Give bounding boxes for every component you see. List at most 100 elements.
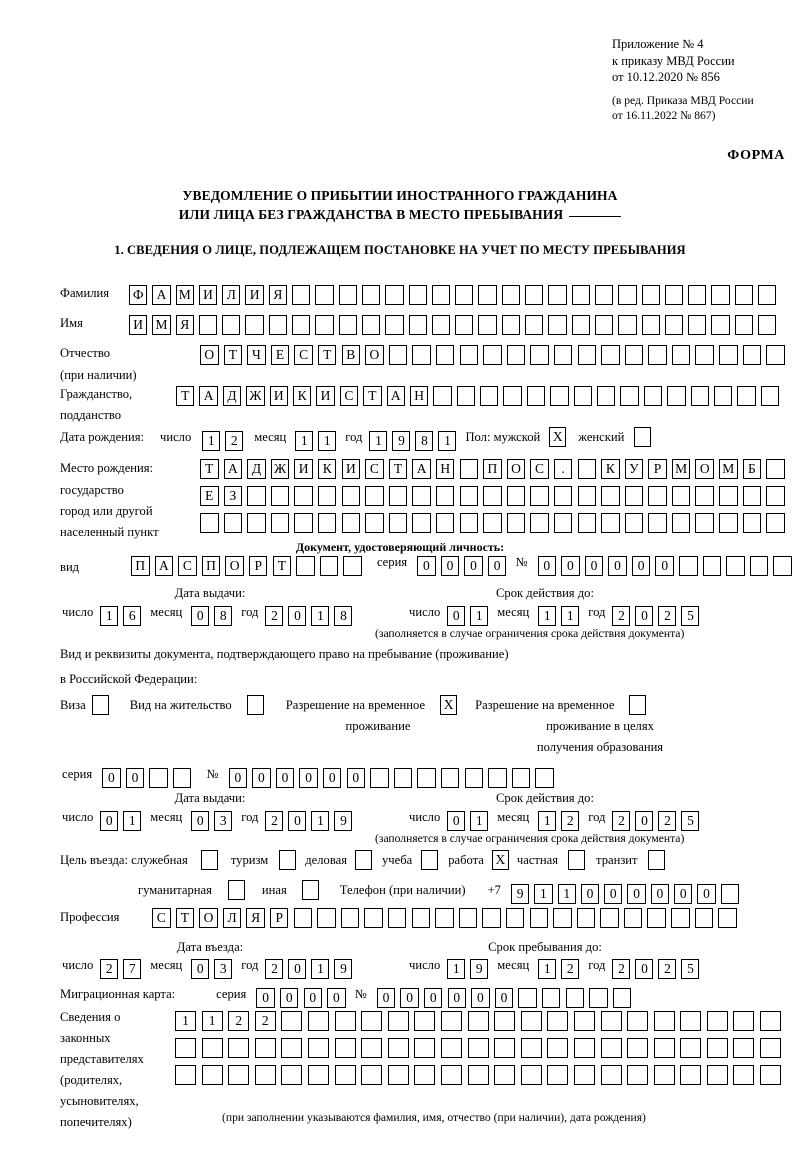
char-cell[interactable] (315, 285, 334, 305)
char-cell[interactable]: 1 (175, 1011, 196, 1031)
char-cell[interactable]: 0 (447, 988, 467, 1008)
char-cell[interactable] (530, 513, 549, 533)
char-cell[interactable] (773, 556, 792, 576)
char-cell[interactable]: О (506, 459, 526, 479)
char-cell[interactable]: Е (270, 345, 290, 365)
char-cell[interactable]: 8 (214, 606, 233, 626)
char-cell[interactable] (411, 908, 431, 928)
char-cell[interactable] (387, 908, 407, 928)
sex-female-checkbox[interactable] (634, 427, 652, 447)
char-cell[interactable] (597, 386, 616, 406)
char-cell[interactable]: 1 (311, 606, 330, 626)
char-cell[interactable] (292, 315, 311, 335)
char-cell[interactable]: 1 (438, 430, 457, 451)
char-cell[interactable]: 5 (681, 959, 700, 979)
purpose-business-checkbox[interactable] (355, 850, 372, 870)
char-cell[interactable] (223, 513, 243, 533)
permit-visa-checkbox[interactable] (91, 695, 109, 715)
representatives-row-3-input[interactable] (175, 1065, 787, 1085)
char-cell[interactable] (228, 1038, 250, 1058)
char-cell[interactable] (511, 768, 531, 788)
char-cell[interactable]: 2 (228, 1011, 250, 1031)
char-cell[interactable] (571, 315, 590, 335)
char-cell[interactable] (478, 315, 497, 335)
char-cell[interactable]: 5 (681, 811, 700, 831)
char-cell[interactable] (408, 285, 427, 305)
char-cell[interactable] (648, 486, 667, 506)
char-cell[interactable] (482, 908, 501, 928)
char-cell[interactable] (361, 1011, 383, 1031)
char-cell[interactable] (281, 1011, 303, 1031)
char-cell[interactable] (478, 285, 497, 305)
char-cell[interactable] (706, 1038, 728, 1058)
char-cell[interactable] (175, 1038, 196, 1058)
char-cell[interactable]: 2 (612, 606, 631, 626)
char-cell[interactable] (467, 1011, 489, 1031)
char-cell[interactable] (317, 513, 337, 533)
char-cell[interactable]: 9 (392, 430, 411, 451)
char-cell[interactable] (307, 1038, 329, 1058)
char-cell[interactable]: 2 (561, 811, 580, 831)
char-cell[interactable] (627, 1011, 649, 1031)
char-cell[interactable]: 2 (658, 959, 677, 979)
char-cell[interactable]: А (199, 386, 218, 406)
char-cell[interactable] (749, 556, 769, 576)
char-cell[interactable]: 0 (608, 556, 627, 576)
char-cell[interactable] (200, 513, 219, 533)
char-cell[interactable] (506, 513, 526, 533)
char-cell[interactable]: 1 (447, 959, 466, 979)
char-cell[interactable] (618, 285, 637, 305)
purpose-study-checkbox[interactable] (421, 850, 439, 870)
char-cell[interactable] (388, 486, 408, 506)
char-cell[interactable] (690, 386, 709, 406)
char-cell[interactable] (766, 513, 785, 533)
char-cell[interactable]: 1 (100, 606, 119, 626)
char-cell[interactable]: 2 (612, 811, 631, 831)
char-cell[interactable] (653, 1011, 675, 1031)
char-cell[interactable] (594, 315, 614, 335)
char-cell[interactable] (530, 345, 549, 365)
char-cell[interactable]: М (671, 459, 691, 479)
char-cell[interactable]: 0 (102, 768, 121, 788)
char-cell[interactable] (201, 1065, 223, 1085)
char-cell[interactable] (501, 285, 521, 305)
char-cell[interactable] (733, 1038, 755, 1058)
char-cell[interactable]: . (553, 459, 573, 479)
char-cell[interactable] (706, 1011, 728, 1031)
purpose-humanitarian-checkbox[interactable] (227, 880, 245, 900)
char-cell[interactable]: И (129, 315, 148, 335)
birthplace-row-3-input[interactable] (200, 513, 790, 533)
char-cell[interactable] (149, 768, 168, 788)
char-cell[interactable]: 9 (334, 959, 353, 979)
char-cell[interactable] (535, 768, 554, 788)
char-cell[interactable] (758, 285, 777, 305)
char-cell[interactable]: 0 (191, 606, 210, 626)
purpose-official-checkbox[interactable] (200, 850, 218, 870)
char-cell[interactable] (365, 513, 384, 533)
char-cell[interactable] (341, 513, 361, 533)
char-cell[interactable] (281, 1038, 303, 1058)
char-cell[interactable]: И (341, 459, 361, 479)
char-cell[interactable]: 1 (470, 606, 489, 626)
char-cell[interactable]: 0 (447, 811, 466, 831)
char-cell[interactable] (254, 1065, 276, 1085)
char-cell[interactable]: И (316, 386, 335, 406)
char-cell[interactable]: 0 (650, 883, 670, 904)
char-cell[interactable] (688, 285, 707, 305)
char-cell[interactable]: 2 (658, 811, 677, 831)
char-cell[interactable]: Е (200, 486, 219, 506)
char-cell[interactable] (387, 1011, 409, 1031)
char-cell[interactable] (766, 459, 785, 479)
char-cell[interactable] (254, 1038, 276, 1058)
char-cell[interactable] (576, 908, 596, 928)
